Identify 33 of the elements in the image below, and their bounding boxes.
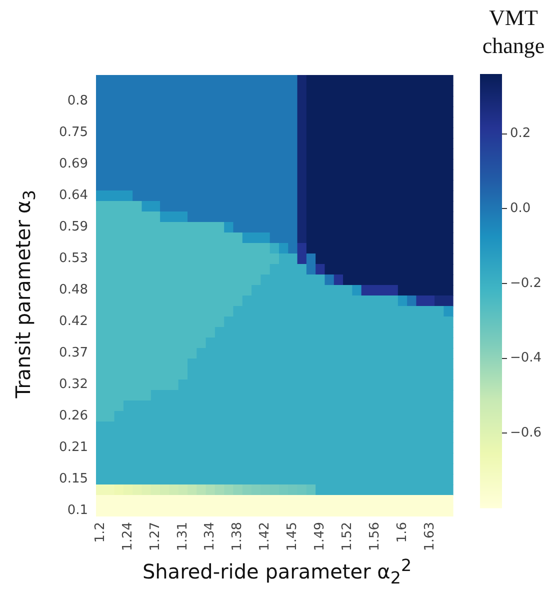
color-bar-label: −0.6: [510, 426, 542, 441]
y-tick-label: 0.32: [59, 377, 88, 392]
y-tick-label: 0.26: [59, 408, 88, 424]
y-tick-label: 0.59: [59, 220, 88, 235]
x-tick-label: 1.34: [202, 522, 218, 551]
x-tick-label: 1.45: [285, 522, 300, 551]
x-tick-label: 1.49: [312, 522, 328, 551]
y-tick-label: 0.21: [59, 440, 88, 456]
y-tick-label: 0.75: [59, 125, 88, 140]
y-tick-label: 0.8: [67, 94, 88, 109]
x-tick-label: 1.27: [148, 522, 163, 551]
color-bar-label: −0.4: [510, 350, 542, 366]
x-tick-label: 1.63: [422, 522, 438, 551]
y-tick-label: 0.42: [59, 314, 88, 330]
y-tick-label: 0.64: [59, 188, 88, 204]
color-bar-title: VMT change: [481, 4, 546, 60]
y-tick-label: 0.1: [67, 503, 88, 518]
x-tick-label: 1.6: [394, 522, 410, 543]
x-tick-label: 1.2: [92, 522, 108, 543]
x-tick-label: 1.38: [230, 522, 246, 551]
y-tick-label: 0.69: [59, 156, 88, 172]
y-tick-label: 0.53: [59, 251, 88, 266]
y-tick-label: 0.15: [59, 472, 88, 487]
y-tick-label: 0.48: [59, 282, 88, 298]
x-tick-label: 1.42: [258, 522, 273, 551]
y-tick-label: 0.37: [59, 346, 88, 361]
color-bar-label: 0.0: [510, 201, 531, 216]
color-bar-label: −0.2: [510, 276, 542, 291]
x-tick-label: 1.31: [175, 522, 190, 551]
x-tick-label: 1.52: [340, 522, 355, 551]
x-tick-label: 1.24: [120, 522, 136, 551]
x-tick-label: 1.56: [367, 522, 382, 551]
color-bar-label: 0.2: [510, 126, 531, 142]
